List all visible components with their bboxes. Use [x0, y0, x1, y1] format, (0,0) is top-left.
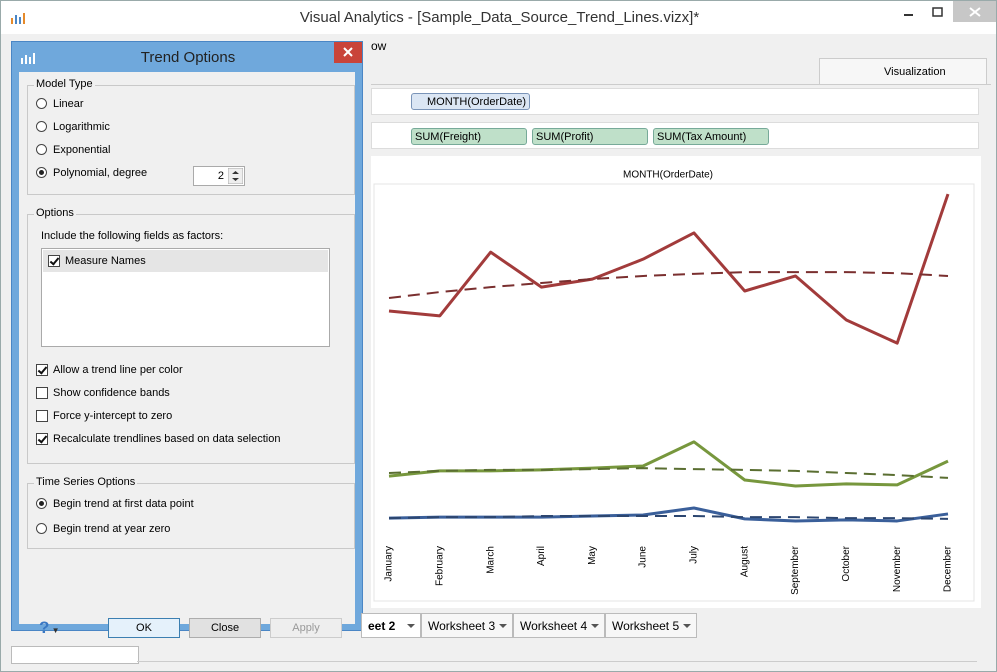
- panel-tab[interactable]: Visualization: [819, 58, 987, 84]
- group-title: Options: [34, 207, 76, 219]
- sheet-tab-label: Worksheet 4: [520, 619, 588, 633]
- pill[interactable]: SUM(Tax Amount): [653, 128, 769, 145]
- status-box: [11, 646, 139, 664]
- dialog-body: Model Type 2 Linear Logarithmic Exponentia…: [19, 72, 355, 638]
- window-title: Visual Analytics - [Sample_Data_Source_T…: [299, 9, 700, 26]
- x-tick-label: August: [739, 546, 750, 577]
- trend-line: [388, 467, 949, 479]
- sheet-tab[interactable]: Worksheet 3: [421, 613, 513, 638]
- trend-options-dialog: Trend Options Model Type 2 Linear Logarit…: [11, 41, 363, 638]
- group-title: Model Type: [34, 78, 95, 90]
- radio-option[interactable]: Begin trend at year zero: [36, 521, 170, 537]
- chart-title: MONTH(OrderDate): [623, 170, 713, 181]
- tab-dropdown[interactable]: [591, 624, 599, 628]
- time-series-group: Time Series Options Begin trend at first…: [27, 476, 355, 549]
- tab-dropdown[interactable]: [683, 624, 691, 628]
- data-line: [388, 440, 949, 488]
- x-tick-label: February: [434, 546, 445, 586]
- panel-tab-label: Visualization: [884, 66, 946, 78]
- pill[interactable]: SUM(Freight): [411, 128, 527, 145]
- radio-option[interactable]: Begin trend at first data point: [36, 496, 194, 512]
- toolbar: [371, 57, 991, 85]
- status-line: [137, 661, 977, 662]
- sheet-tab[interactable]: Worksheet 5: [605, 613, 697, 638]
- x-tick-label: October: [841, 545, 852, 581]
- checkbox-option[interactable]: Recalculate trendlines based on data sel…: [36, 431, 280, 447]
- help-button[interactable]: ? ▼: [39, 618, 60, 637]
- radio-option[interactable]: Exponential: [36, 142, 111, 158]
- checkbox-option[interactable]: Show confidence bands: [36, 385, 170, 401]
- dialog-close[interactable]: [334, 42, 362, 63]
- tab-dropdown[interactable]: [499, 624, 507, 628]
- sheet-tab-label: Worksheet 3: [428, 619, 496, 633]
- group-title: Time Series Options: [34, 476, 138, 488]
- sheet-tab-label: Worksheet 5: [612, 619, 680, 633]
- trend-line: [388, 271, 949, 299]
- degree-spinner[interactable]: 2: [193, 166, 245, 186]
- factor-checkbox[interactable]: Measure Names: [48, 253, 146, 269]
- radio-option[interactable]: Linear: [36, 96, 84, 112]
- x-tick-label: November: [892, 545, 903, 592]
- title-bar: Visual Analytics - [Sample_Data_Source_T…: [1, 1, 996, 34]
- options-group: Options Include the following fields as …: [27, 207, 355, 464]
- checkbox-option[interactable]: Allow a trend line per color: [36, 362, 183, 378]
- factors-label: Include the following fields as factors:: [41, 230, 224, 242]
- dialog-button[interactable]: Close: [189, 618, 261, 638]
- data-line: [388, 193, 950, 345]
- x-tick-label: March: [485, 546, 496, 574]
- x-tick-label: January: [384, 546, 395, 582]
- sheet-tab[interactable]: eet 2: [361, 613, 421, 638]
- sheet-tab[interactable]: Worksheet 4: [513, 613, 605, 638]
- model-type-group: Model Type 2 Linear Logarithmic Exponentia…: [27, 78, 355, 195]
- data-line: [388, 506, 949, 523]
- chart-background: [371, 156, 981, 608]
- radio-option[interactable]: Polynomial, degree: [36, 165, 147, 181]
- window-controls[interactable]: [889, 1, 997, 23]
- pill[interactable]: MONTH(OrderDate): [411, 93, 531, 110]
- checkbox-option[interactable]: Force y-intercept to zero: [36, 408, 172, 424]
- x-tick-label: September: [790, 545, 801, 595]
- dialog-button: Apply: [270, 618, 342, 638]
- spinner-arrows[interactable]: [228, 168, 243, 184]
- radio-option[interactable]: Logarithmic: [36, 119, 110, 135]
- plot-border: [373, 183, 975, 602]
- x-tick-label: December: [943, 545, 954, 592]
- sheet-tab-label: eet 2: [368, 619, 396, 633]
- x-tick-label: July: [689, 546, 700, 564]
- dialog-button[interactable]: OK: [108, 618, 180, 638]
- app-icon: [11, 13, 25, 24]
- help-label: ?: [39, 618, 50, 637]
- factor-row[interactable]: Measure Names: [43, 250, 328, 272]
- tab-dropdown[interactable]: [407, 624, 415, 628]
- dialog-icon: [21, 53, 35, 64]
- menu-item[interactable]: ow: [371, 39, 387, 53]
- pill[interactable]: SUM(Profit): [532, 128, 648, 145]
- x-tick-label: May: [587, 546, 598, 565]
- x-tick-label: April: [536, 546, 547, 566]
- degree-value: 2: [217, 170, 224, 182]
- trend-line: [388, 515, 949, 520]
- factors-list: Measure Names: [41, 248, 330, 347]
- x-tick-label: June: [638, 546, 649, 568]
- dialog-title: Trend Options: [140, 49, 236, 66]
